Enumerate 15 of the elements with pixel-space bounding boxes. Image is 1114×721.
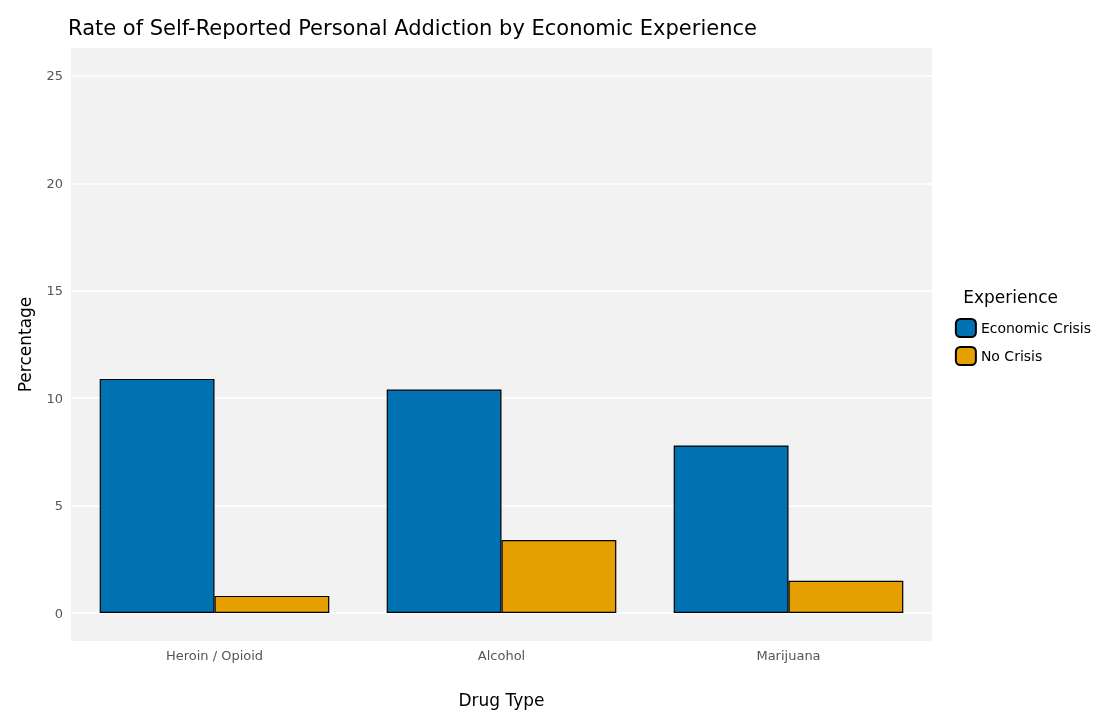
x-tick-label: Marijuana bbox=[756, 648, 821, 663]
legend-label: No Crisis bbox=[980, 348, 1043, 364]
legend-label: Economic Crisis bbox=[980, 320, 1091, 336]
y-tick-label: 10 bbox=[46, 390, 63, 406]
y-tick-label: 25 bbox=[46, 68, 63, 84]
y-axis-title: Percentage bbox=[14, 296, 35, 393]
y-tick-label: 0 bbox=[54, 605, 63, 621]
x-axis-title: Drug Type bbox=[458, 689, 545, 710]
y-tick-label: 5 bbox=[54, 498, 63, 514]
chart-title: Rate of Self-Reported Personal Addiction by Economic Experience bbox=[68, 15, 757, 40]
x-tick-label: Heroin / Opioid bbox=[165, 648, 264, 663]
legend-title: Experience bbox=[963, 286, 1059, 307]
y-tick-label: 20 bbox=[46, 175, 63, 191]
y-tick-label: 15 bbox=[46, 283, 63, 299]
x-tick-label: Alcohol bbox=[477, 648, 526, 663]
